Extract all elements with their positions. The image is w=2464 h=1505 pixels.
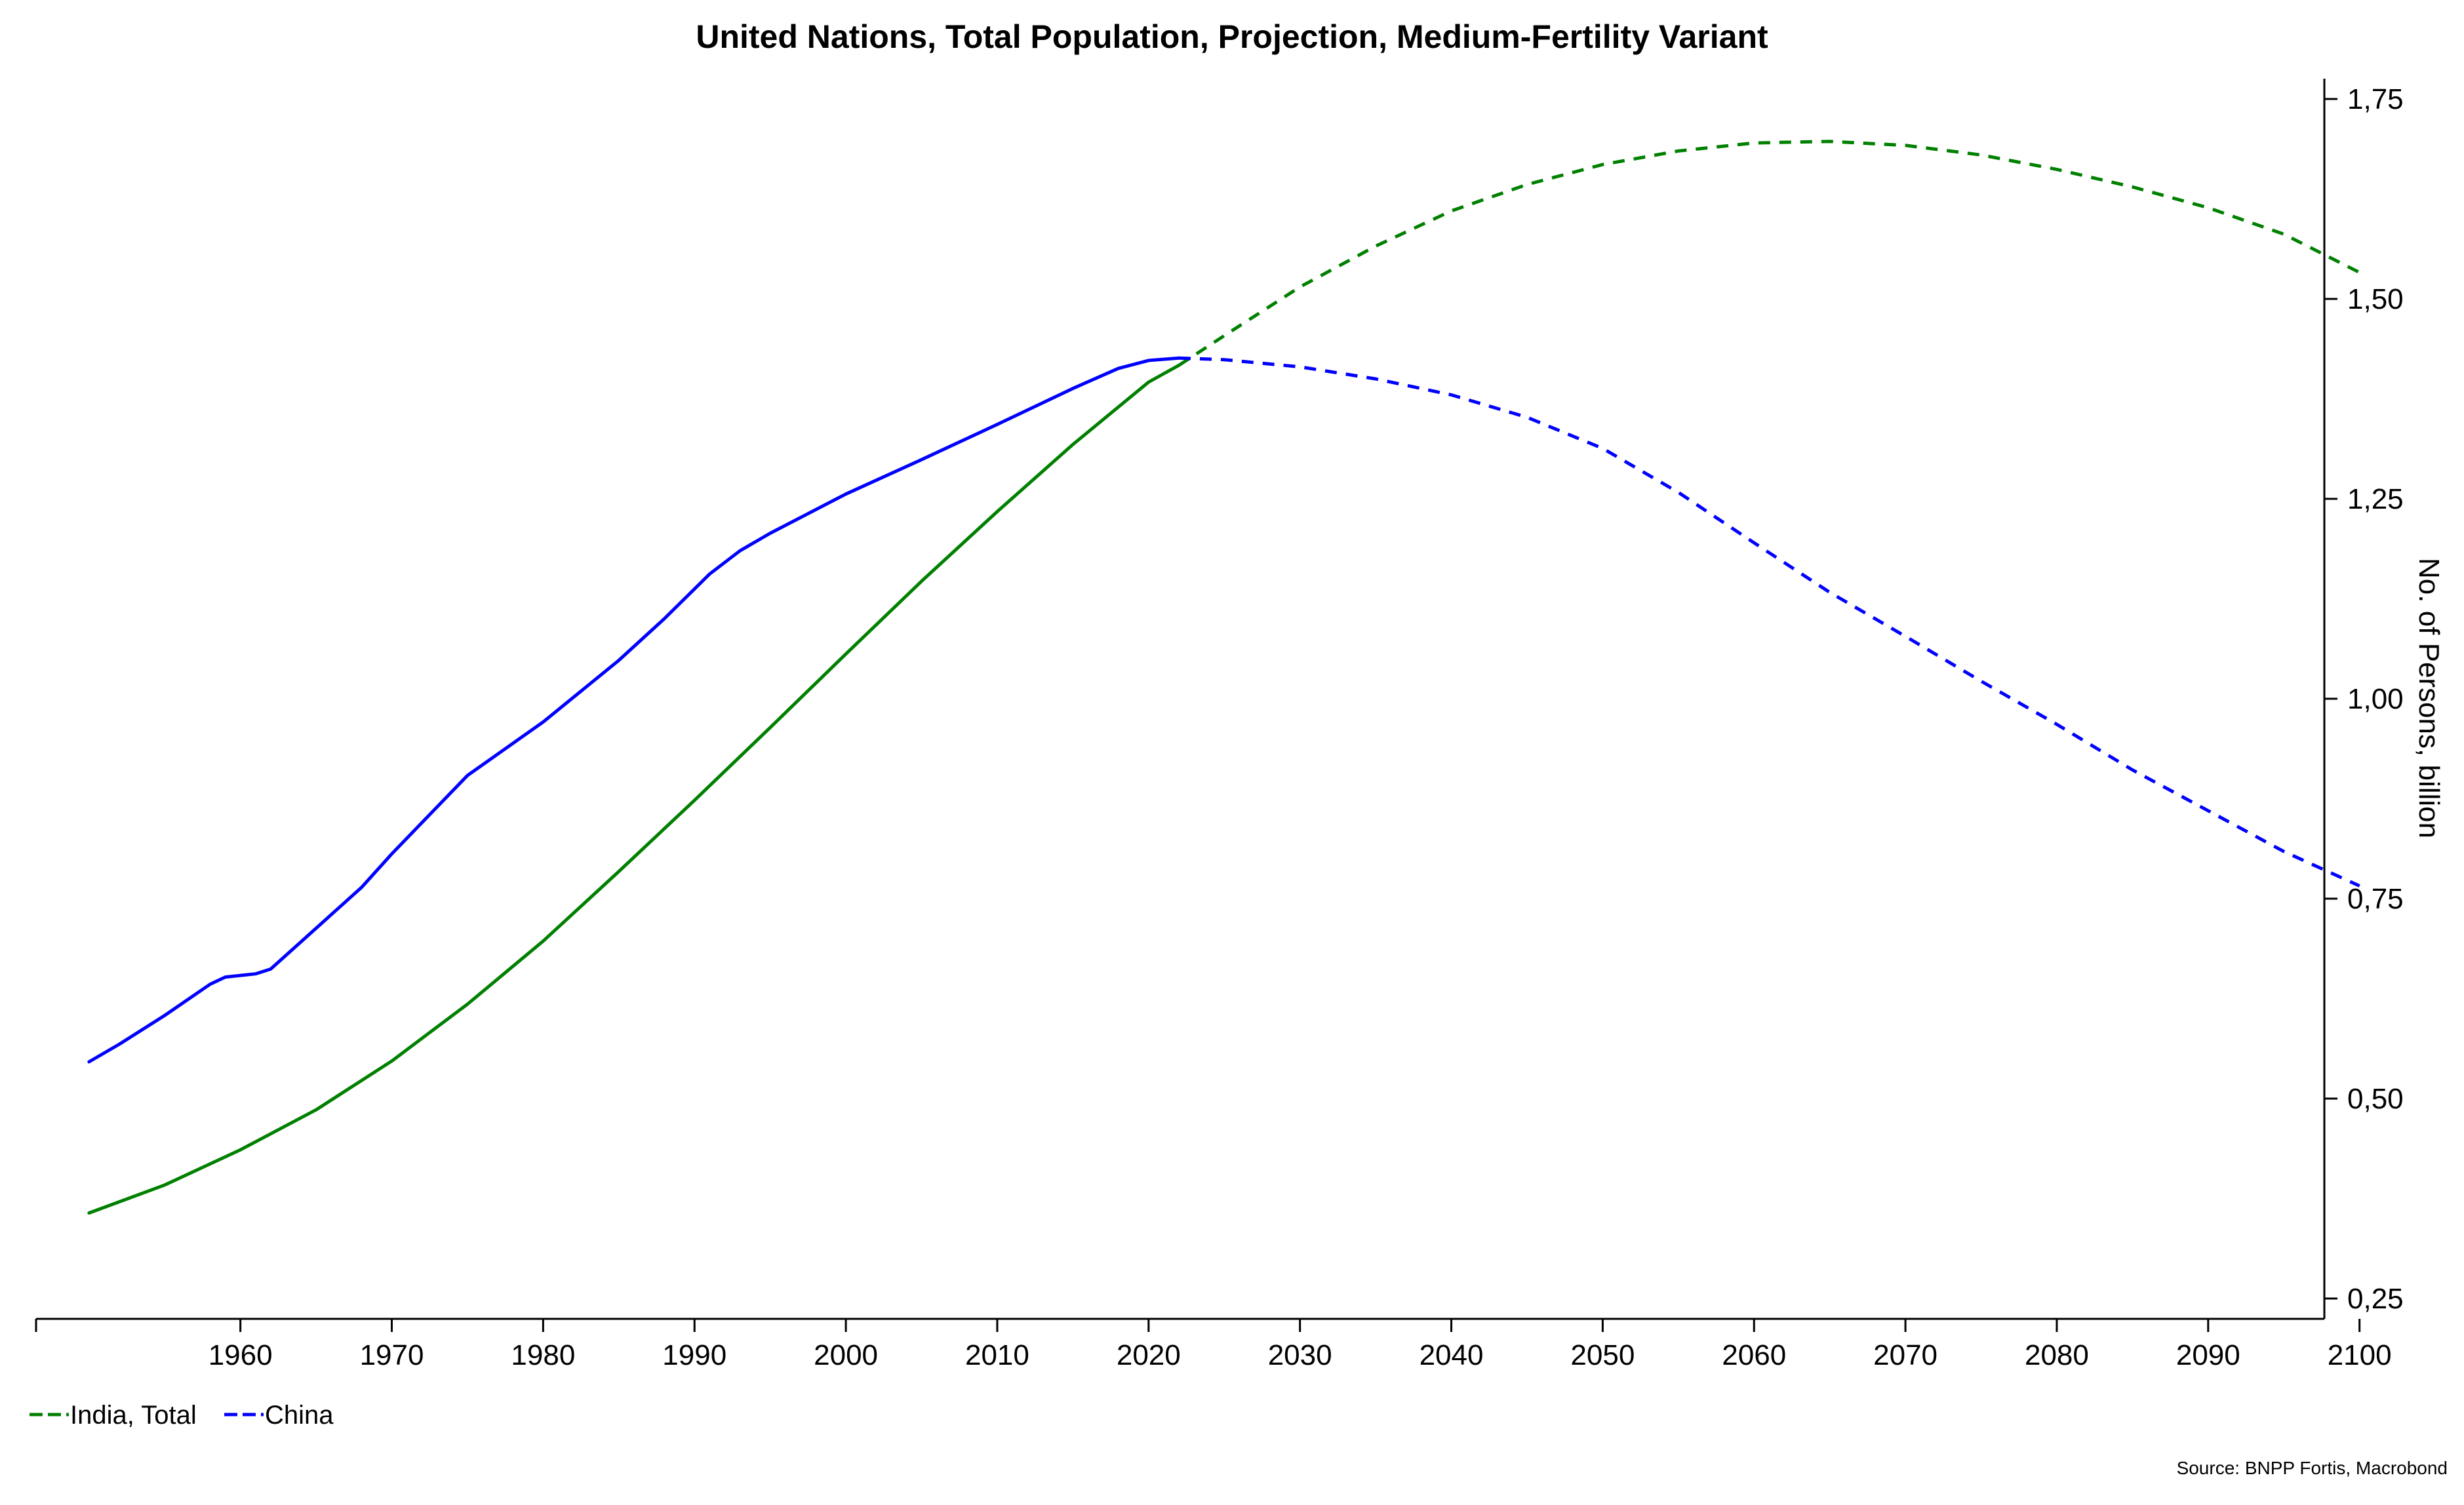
x-tick-label: 1960 (209, 1339, 273, 1371)
x-tick-label: 2070 (1873, 1339, 1937, 1371)
y-tick-label: 0,50 (2347, 1083, 2404, 1115)
x-tick-label: 1970 (360, 1339, 424, 1371)
chart-title: United Nations, Total Population, Projec… (696, 18, 1768, 55)
x-tick-label: 2030 (1268, 1339, 1332, 1371)
y-axis: 0,25 0,50 0,75 1,00 1,25 1,50 1,75 (2324, 83, 2404, 1315)
y-tick-label: 1,25 (2347, 483, 2404, 515)
series-projection-china (1178, 356, 2360, 888)
x-tick-label: 1990 (662, 1339, 726, 1371)
y-tick-label: 0,25 (2347, 1283, 2404, 1315)
x-tick-label: 1980 (511, 1339, 575, 1371)
y-tick-label: 1,75 (2347, 83, 2404, 115)
x-tick-label: 2000 (814, 1339, 878, 1371)
series-projection-india-total (1178, 140, 2360, 367)
y-tick-label: 1,50 (2347, 283, 2404, 315)
plot-lines (87, 140, 2360, 1215)
y-tick-label: 1,00 (2347, 683, 2404, 715)
x-tick-label: 2060 (1722, 1339, 1786, 1371)
legend-label: India, Total (70, 1401, 197, 1430)
x-tick-label: 2050 (1570, 1339, 1635, 1371)
x-tick-label: 2090 (2176, 1339, 2240, 1371)
series-line-china (87, 356, 1181, 1064)
x-tick-label: 2040 (1420, 1339, 1484, 1371)
x-tick-label: 2100 (2328, 1339, 2392, 1371)
x-axis: 1960 1970 1980 1990 2000 2010 2020 2030 2040 2050… (35, 1319, 2392, 1371)
x-tick-label: 2080 (2025, 1339, 2089, 1371)
source-note: Source: BNPP Fortis, Macrobond (2177, 1458, 2448, 1478)
x-tick-label: 2020 (1117, 1339, 1181, 1371)
x-tick-label: 2010 (965, 1339, 1029, 1371)
legend: India, Total China (30, 1401, 334, 1430)
y-axis-title: No. of Persons, billion (2413, 558, 2445, 838)
y-tick-label: 0,75 (2347, 883, 2404, 915)
series-line-india-total (87, 363, 1181, 1215)
legend-label: China (265, 1401, 334, 1430)
